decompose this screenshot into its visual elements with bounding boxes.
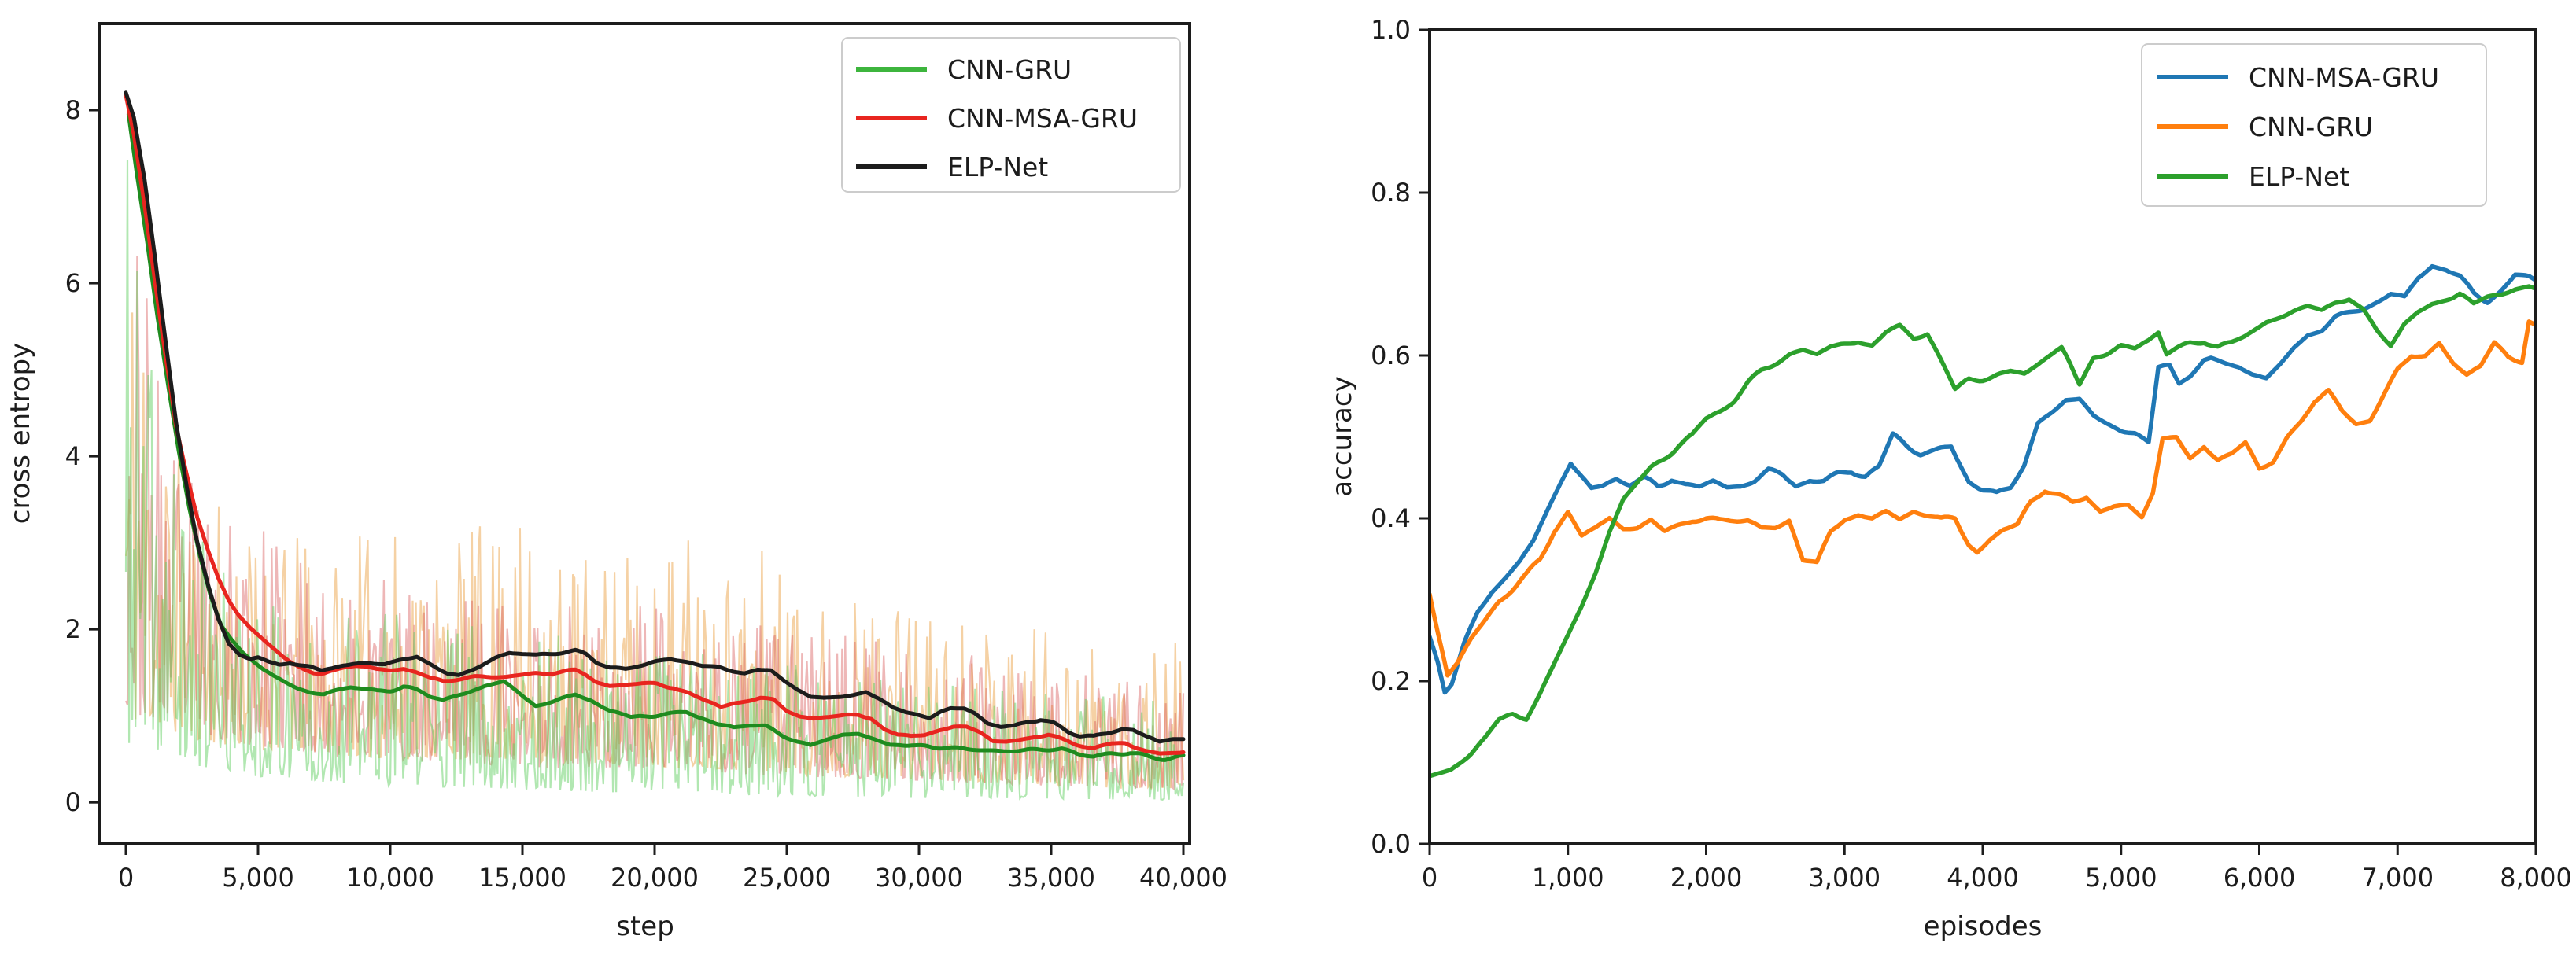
y-tick-label: 0.8 [1371, 178, 1411, 208]
x-axis-label-step: step [616, 911, 674, 942]
x-tick-label: 5,000 [222, 863, 294, 893]
legend-box [2141, 43, 2487, 207]
series-line-ELP-Net [124, 90, 1186, 744]
y-tick-label: 8 [65, 95, 81, 125]
series-line-ELP-Net [1430, 284, 2536, 779]
y-tick-label: 1.0 [1371, 15, 1411, 45]
legend-label: ELP-Net [947, 152, 1048, 182]
y-tick-label: 2 [65, 614, 81, 644]
x-tick-label: 0 [118, 863, 134, 893]
x-tick-label: 30,000 [875, 863, 963, 893]
x-tick-label: 10,000 [346, 863, 434, 893]
legend-label: CNN-MSA-GRU [947, 103, 1138, 134]
plot-border [98, 22, 1191, 845]
x-tick-label: 6,000 [2224, 863, 2296, 893]
x-tick-label: 20,000 [611, 863, 699, 893]
x-tick-label: 8,000 [2500, 863, 2572, 893]
x-tick-label: 25,000 [743, 863, 831, 893]
x-tick-label: 2,000 [1670, 863, 1743, 893]
legend-label: CNN-GRU [2249, 112, 2373, 142]
x-tick-label: 15,000 [478, 863, 566, 893]
x-tick-label: 7,000 [2361, 863, 2434, 893]
y-axis-label-cross-entropy: cross entropy [5, 342, 36, 525]
y-tick-label: 0.2 [1371, 666, 1411, 696]
x-tick-label: 40,000 [1139, 863, 1227, 893]
y-tick-label: 4 [65, 441, 81, 471]
series-line-CNN-GRU [1430, 319, 2536, 678]
x-tick-label: 0 [1422, 863, 1437, 893]
y-axis-label-accuracy: accuracy [1327, 376, 1358, 497]
y-tick-label: 0.6 [1371, 341, 1411, 370]
x-tick-label: 35,000 [1007, 863, 1095, 893]
legend-label: CNN-MSA-GRU [2249, 62, 2439, 93]
x-tick-label: 1,000 [1532, 863, 1604, 893]
y-tick-label: 0 [65, 787, 81, 817]
x-tick-label: 5,000 [2085, 863, 2157, 893]
x-tick-label: 4,000 [1947, 863, 2019, 893]
legend-label: CNN-GRU [947, 54, 1072, 85]
y-tick-label: 6 [65, 268, 81, 298]
legend-label: ELP-Net [2249, 161, 2349, 192]
raw-trace-CNN-GRU-raw [124, 160, 1185, 801]
series-line-CNN-MSA-GRU [124, 93, 1186, 756]
series-line-CNN-GRU [126, 112, 1186, 762]
x-axis-label-episodes: episodes [1923, 911, 2043, 942]
legend-box [841, 37, 1181, 193]
series-line-CNN-MSA-GRU [1430, 263, 2536, 695]
y-tick-label: 0.0 [1371, 829, 1411, 859]
x-tick-label: 3,000 [1808, 863, 1880, 893]
y-tick-label: 0.4 [1371, 503, 1411, 533]
